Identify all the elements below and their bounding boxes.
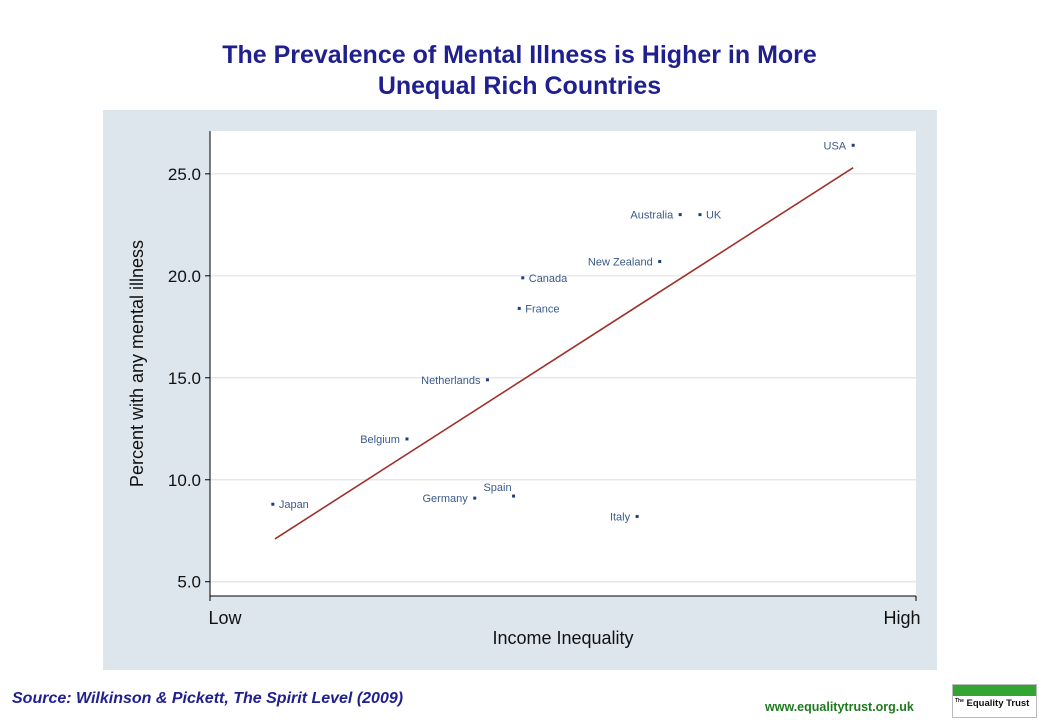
website-link[interactable]: www.equalitytrust.org.uk (765, 700, 914, 714)
data-point (658, 260, 662, 264)
x-axis-title: Income Inequality (492, 628, 633, 648)
y-tick-label: 5.0 (177, 573, 201, 592)
source-citation: Source: Wilkinson & Pickett, The Spirit … (12, 690, 404, 707)
point-label: Belgium (360, 434, 400, 446)
y-axis-title: Percent with any mental illness (127, 240, 147, 487)
data-point (517, 306, 521, 310)
point-label: France (525, 303, 559, 315)
data-point (678, 213, 682, 217)
point-label: Spain (483, 482, 511, 494)
data-point (698, 213, 702, 217)
data-point (405, 437, 409, 441)
equality-trust-logo: The Equality Trust (952, 684, 1037, 718)
chart-title-line2: Unequal Rich Countries (377, 72, 662, 100)
data-point (635, 514, 639, 518)
y-tick-label: 10.0 (168, 471, 201, 490)
point-label: Germany (423, 493, 469, 505)
point-label: New Zealand (588, 257, 653, 269)
x-tick-label: High (883, 608, 920, 628)
point-label: UK (706, 210, 722, 222)
y-tick-label: 15.0 (168, 369, 201, 388)
point-label: Canada (529, 273, 568, 285)
data-point (851, 143, 855, 147)
logo-small-text: The (955, 698, 964, 704)
y-tick-label: 25.0 (168, 165, 201, 184)
data-point (271, 502, 275, 506)
plot-area (210, 131, 916, 596)
logo-main-text: Equality Trust (966, 698, 1030, 709)
data-point (512, 494, 516, 498)
y-tick-label: 20.0 (168, 267, 201, 286)
point-label: Australia (630, 210, 674, 222)
chart-title-line1: The Prevalence of Mental Illness is High… (222, 41, 817, 69)
chart-title: The Prevalence of Mental Illness is High… (0, 40, 1039, 102)
point-label: Italy (610, 511, 631, 523)
logo-green-bar (953, 685, 1036, 696)
x-tick-label: Low (208, 608, 242, 628)
data-point (473, 496, 477, 500)
data-point (521, 276, 525, 280)
logo-text: The Equality Trust (955, 698, 1029, 709)
point-label: Japan (279, 499, 309, 511)
point-label: USA (824, 140, 847, 152)
trend-line (274, 167, 854, 540)
data-point (485, 378, 489, 382)
point-label: Netherlands (421, 375, 481, 387)
